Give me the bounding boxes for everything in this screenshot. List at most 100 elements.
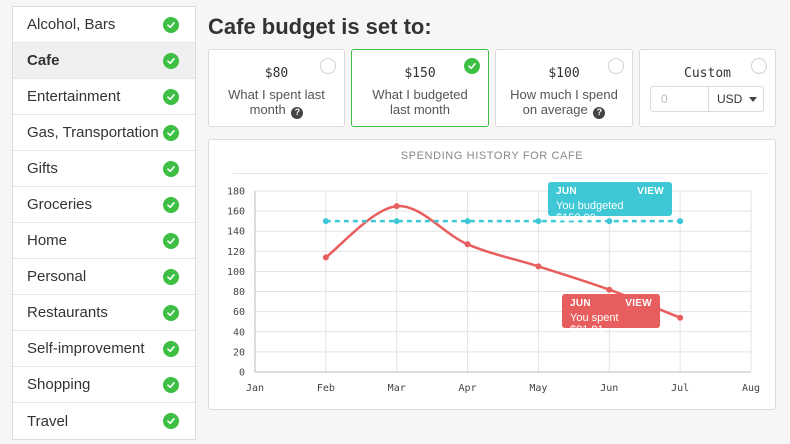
check-circle-icon (163, 88, 179, 105)
currency-value: USD (717, 92, 743, 106)
series-line-spent (325, 204, 681, 319)
sidebar-item-label: Personal (27, 268, 87, 285)
y-tick-label: 40 (233, 327, 245, 338)
tooltip-header: JUN VIEW (556, 186, 664, 197)
option-description: What I budgeted last month (352, 87, 488, 117)
data-point-budget (393, 218, 400, 225)
sidebar-item-restaurants[interactable]: Restaurants (13, 295, 195, 331)
option-desc-line2: month (249, 102, 286, 117)
check-circle-icon (163, 376, 179, 393)
custom-amount-input[interactable] (651, 87, 709, 111)
option-description: What I spent last month ? (209, 87, 344, 119)
sidebar-item-travel[interactable]: Travel (13, 403, 195, 439)
option-last-month-spent[interactable]: $80 What I spent last month ? (208, 49, 345, 127)
y-tick-label: 100 (227, 267, 245, 278)
data-point-budget (464, 218, 471, 225)
x-tick-label: Jun (600, 383, 618, 394)
y-tick-label: 160 (227, 207, 245, 218)
check-circle-icon (163, 340, 179, 357)
sidebar-item-alcohol-bars[interactable]: Alcohol, Bars (13, 7, 195, 43)
option-desc-line2: on average (522, 102, 588, 117)
chart-title: SPENDING HISTORY FOR CAFE (400, 150, 584, 162)
unchecked-circle-icon (751, 58, 767, 74)
tooltip-view-link[interactable]: VIEW (637, 186, 664, 197)
tooltip-text: You budgeted $150.00 (556, 200, 624, 224)
check-circle-icon (163, 413, 179, 429)
option-desc-line1: What I spent last (228, 87, 325, 102)
option-description: How much I spend on average ? (496, 87, 632, 119)
sidebar-item-home[interactable]: Home (13, 223, 195, 259)
x-tick-label: Feb (317, 383, 335, 394)
sidebar-item-shopping[interactable]: Shopping (13, 367, 195, 403)
y-tick-label: 120 (227, 247, 245, 258)
x-tick-label: Jul (671, 383, 689, 394)
data-point-budget (677, 218, 684, 225)
budget-tooltip[interactable]: JUN VIEW You budgeted $150.00 (548, 182, 672, 224)
sidebar-item-cafe[interactable]: Cafe (13, 43, 195, 79)
sidebar-item-label: Gas, Transportation (27, 124, 159, 141)
line-chart: 0 20 40 60 80 100 120 140 160 180 Jan Feb Mar Apr May J… (227, 187, 760, 395)
check-circle-icon (163, 16, 179, 33)
custom-amount-row: USD (650, 86, 764, 112)
sidebar-item-label: Travel (27, 412, 69, 430)
sidebar-item-label: Home (27, 232, 68, 249)
sidebar-item-self-improvement[interactable]: Self-improvement (13, 331, 195, 367)
y-tick-label: 80 (233, 287, 245, 298)
currency-select[interactable]: USD (709, 87, 763, 111)
check-circle-icon (163, 304, 179, 321)
check-circle-icon (163, 52, 179, 69)
sidebar-item-label: Cafe (27, 52, 60, 69)
option-custom[interactable]: Custom USD (639, 49, 776, 127)
data-point-spent (535, 263, 542, 270)
help-icon[interactable]: ? (593, 106, 606, 119)
option-amount: $80 (264, 66, 289, 81)
tooltip-view-link[interactable]: VIEW (625, 298, 652, 309)
option-last-month-budget[interactable]: $150 What I budgeted last month (351, 49, 489, 127)
y-tick-label: 20 (233, 347, 245, 358)
x-tick-label: Mar (388, 383, 406, 394)
checked-circle-icon (464, 58, 480, 74)
custom-title: Custom (684, 66, 731, 81)
sidebar-item-gas-transportation[interactable]: Gas, Transportation (13, 115, 195, 151)
check-circle-icon (163, 124, 179, 141)
check-circle-icon (163, 196, 179, 213)
option-amount: $100 (548, 66, 580, 81)
y-tick-label: 0 (239, 368, 245, 379)
sidebar-item-label: Shopping (27, 376, 91, 393)
check-circle-icon (163, 268, 179, 285)
option-desc-line1: How much I spend (510, 87, 618, 102)
data-point-spent (322, 254, 329, 261)
unchecked-circle-icon (320, 58, 336, 74)
sidebar-item-label: Alcohol, Bars (27, 16, 116, 33)
sidebar-item-entertainment[interactable]: Entertainment (13, 79, 195, 115)
spending-history-chart: SPENDING HISTORY FOR CAFE 0 20 40 60 80 100 12… (208, 139, 776, 410)
data-point-budget (535, 218, 542, 225)
x-tick-label: Apr (459, 383, 477, 394)
chart-divider (233, 173, 767, 174)
spent-tooltip[interactable]: JUN VIEW You spent $81.81 (562, 294, 660, 336)
data-point-spent (393, 203, 400, 210)
check-circle-icon (163, 232, 179, 249)
sidebar-item-label: Gifts (27, 160, 58, 177)
sidebar-item-personal[interactable]: Personal (13, 259, 195, 295)
option-desc-line2: last month (390, 102, 450, 117)
tooltip-month: JUN (556, 186, 577, 197)
data-point-budget (322, 218, 329, 225)
sidebar-item-label: Groceries (27, 196, 93, 213)
check-circle-icon (163, 160, 179, 177)
page-title: Cafe budget is set to: (208, 14, 432, 39)
caret-down-icon (749, 96, 757, 102)
option-amount: $150 (404, 66, 436, 81)
option-average-spend[interactable]: $100 How much I spend on average ? (495, 49, 633, 127)
y-tick-label: 180 (227, 187, 245, 198)
category-sidebar: Alcohol, Bars Cafe Entertainment Gas, Trans… (12, 6, 196, 440)
sidebar-item-groceries[interactable]: Groceries (13, 187, 195, 223)
sidebar-item-label: Entertainment (27, 88, 121, 105)
sidebar-item-label: Self-improvement (27, 340, 145, 357)
y-tick-label: 140 (227, 227, 245, 238)
x-tick-label: Jan (246, 383, 264, 394)
data-point-spent (464, 241, 471, 248)
sidebar-item-gifts[interactable]: Gifts (13, 151, 195, 187)
data-point-budget (606, 218, 613, 225)
help-icon[interactable]: ? (291, 106, 304, 119)
